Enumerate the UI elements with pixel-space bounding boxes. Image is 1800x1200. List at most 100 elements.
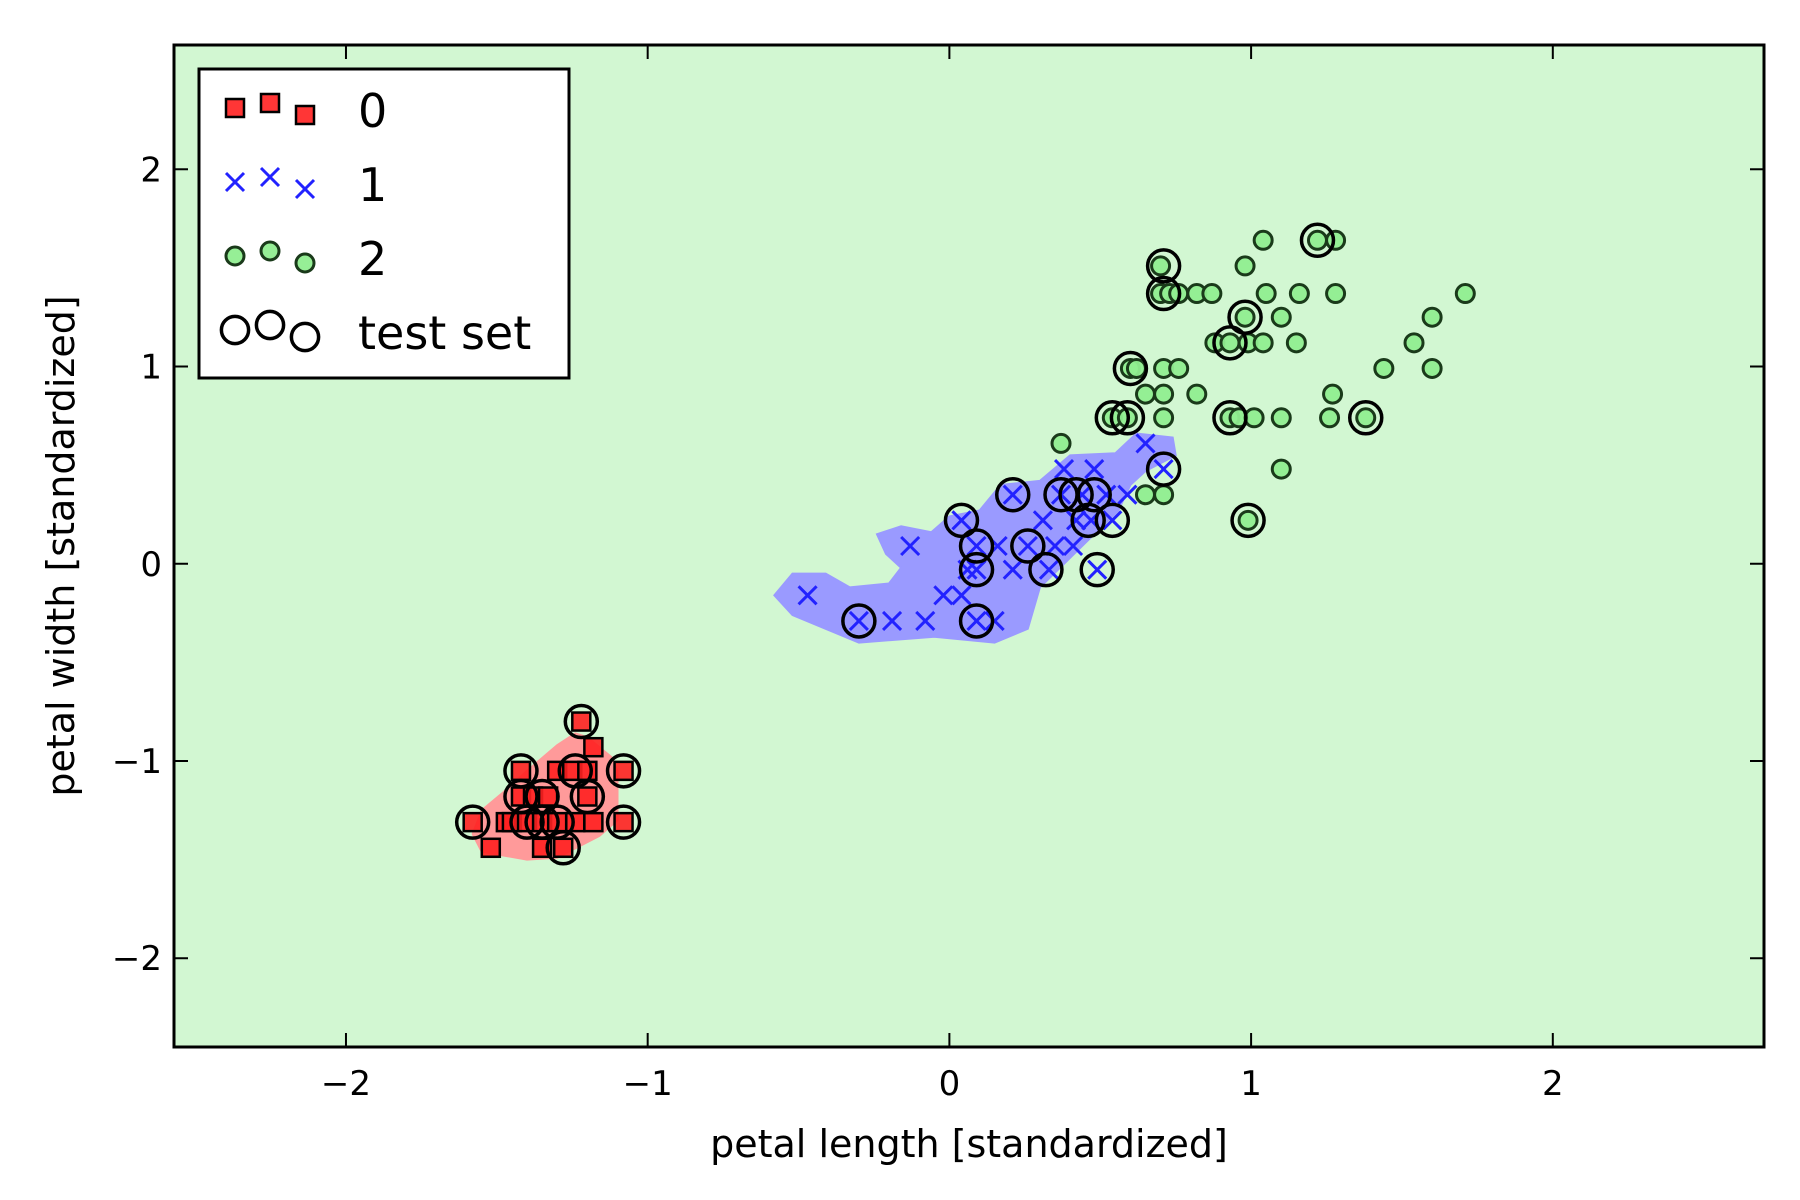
plot-frame [172,43,1766,1049]
test-set-point [563,703,600,740]
class-2-point [1237,509,1259,531]
class-2-point [1252,229,1274,251]
legend-marker [259,166,281,188]
class-2-point [1285,332,1307,354]
class-1-point [984,610,1005,632]
class-2-point [1134,484,1156,506]
class-0-point [613,811,634,833]
legend-marker [259,92,281,114]
legend-label: 0 [358,84,387,138]
class-0-point [583,811,604,833]
series-class-1 [797,433,1174,632]
legend-marker [259,240,281,262]
class-2-point [1355,407,1377,429]
class-1-point [1002,484,1023,505]
class-1-point [1153,459,1174,480]
class-2-point [1319,407,1341,429]
class-1-point [1032,510,1053,531]
class-1-point [882,610,903,632]
class-0-point [577,760,598,782]
test-set-point [1212,325,1248,361]
test-set-point [1212,400,1248,436]
test-set-point [1076,476,1112,513]
test-set-point [1094,502,1131,539]
test-set-point [605,753,642,789]
test-set-point [958,551,995,588]
test-set-point [1145,275,1182,312]
legend-entry-class-2: 2 [224,232,387,286]
test-set-point [545,830,581,866]
class-2-point [1403,332,1425,354]
class-0-point [462,811,483,833]
x-tick-label: 2 [1542,1064,1564,1104]
class-2-point [1150,255,1172,277]
y-tick-label: 0 [140,545,162,585]
class-1-point [933,585,954,606]
test-set-point [569,778,606,815]
class-2-point [1234,306,1256,328]
legend-marker [224,245,246,267]
class-0-point [613,760,634,782]
class-2-point [1421,357,1443,379]
legend-marker [219,314,251,346]
class-1-point [1038,559,1060,580]
legend-label: 2 [358,232,387,286]
class-1-point [1044,535,1066,557]
class-1-point [951,510,972,531]
test-set-point [1112,350,1149,387]
class-1-point [1017,535,1038,557]
y-tick-label: −2 [112,939,162,979]
class-2-point [1270,306,1292,328]
legend-marker [254,309,286,341]
class-2-point [1186,383,1208,405]
test-set-point [1145,451,1182,487]
class-1-point [797,585,818,606]
test-set-point [958,528,995,564]
class-0-point [510,760,532,782]
class-2-point [1373,357,1395,379]
test-set-point [503,753,539,789]
class-2-point [1234,255,1256,277]
legend-entry-class-0: 0 [224,84,387,138]
class-2-point [1153,484,1175,506]
test-set-point [454,804,491,840]
class-2-point [1153,383,1175,405]
class-2-point [1322,383,1344,405]
legend-label: test set [358,306,531,360]
test-set-point [524,778,560,815]
class-2-point [1306,229,1328,251]
class-1-point [1135,433,1156,454]
class-2-point [1134,383,1156,405]
test-set-point [539,804,575,840]
class-1-point [951,585,972,606]
x-axis-label: petal length [standardized] [710,1122,1228,1166]
legend-marker [224,97,246,119]
test-set-point [1109,400,1146,436]
class-0-point [571,711,592,732]
class-1-point [1117,484,1138,505]
legend-marker [289,321,321,353]
class-2-point [1270,458,1292,480]
test-set-point [605,804,642,840]
test-set-point [1079,551,1115,588]
test-set-point [943,502,980,539]
series-test-set [454,222,1384,866]
class-1-point [1063,535,1084,557]
test-set-point [1010,528,1046,564]
class-1-point [1084,459,1105,480]
axes: −2 −1 0 1 2 −2 −1 0 1 2 [112,43,1766,1104]
test-set-point [841,603,877,639]
class-2-point [1125,357,1147,379]
legend-entry-test-set: test set [219,306,531,360]
class-2-point [1421,306,1443,328]
class-0-point [577,786,598,807]
class-1-point [1002,559,1023,580]
class-1-point [1087,559,1108,580]
class-2-point [1153,407,1175,429]
class-1-point [966,559,987,580]
class-2-point [1288,283,1310,305]
test-set-point [1145,248,1182,284]
legend-marker [294,252,316,274]
x-tick-label: 1 [1240,1064,1262,1104]
